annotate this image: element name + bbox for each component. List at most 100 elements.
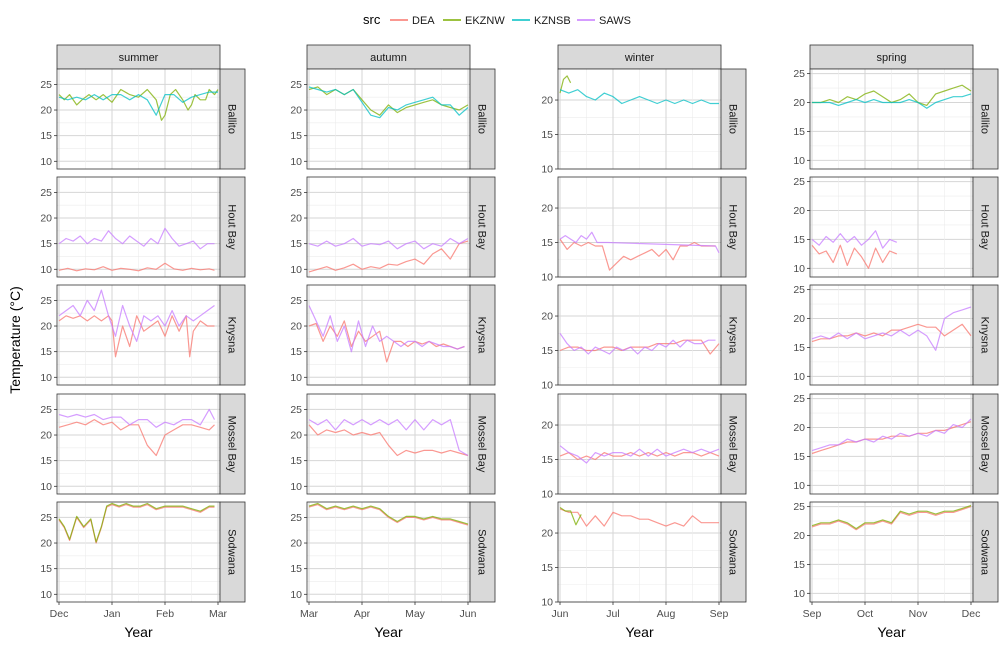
y-tick-label: 15 — [40, 346, 52, 358]
y-tick-label: 10 — [40, 156, 52, 168]
panel-summer-knysna: 10 15 20 25 Knysna — [40, 284, 246, 386]
strip-knysna — [469, 284, 496, 386]
strip-label-mossel-bay: Mossel Bay — [226, 416, 238, 473]
y-tick-label: 10 — [793, 263, 805, 275]
y-tick-label: 10 — [541, 164, 553, 176]
panel-winter-mossel-bay: 10 15 20 Mossel Bay — [541, 393, 747, 501]
x-tick-label: Dec — [50, 608, 69, 620]
strip-label-knysna: Knysna — [727, 317, 739, 355]
y-tick-label: 15 — [793, 234, 805, 246]
y-tick-label: 10 — [793, 155, 805, 167]
panel-summer-sodwana: 10 15 20 25 Sodwana Dec Jan Feb Mar — [40, 501, 246, 620]
series-autumn-sodwana-dea — [308, 504, 469, 526]
strip-hout-bay — [469, 176, 496, 278]
strip-sodwana — [720, 501, 747, 603]
strip-label-ballito: Ballito — [979, 104, 991, 134]
y-tick-label: 20 — [40, 321, 52, 333]
strip-mossel-bay — [469, 393, 496, 495]
y-tick-label: 15 — [290, 563, 302, 575]
y-tick-label: 25 — [290, 79, 302, 91]
series-summer-sodwana-ekznw — [58, 502, 215, 543]
y-tick-label: 10 — [290, 156, 302, 168]
panel-autumn-mossel-bay: 10 15 20 25 Mossel Bay — [290, 393, 496, 495]
series-summer-hout-bay-saws — [58, 227, 215, 250]
y-tick-label: 10 — [541, 489, 553, 501]
y-tick-label: 20 — [541, 95, 553, 107]
strip-label-sodwana: Sodwana — [476, 529, 488, 576]
y-tick-label: 15 — [40, 130, 52, 142]
strip-mossel-bay — [219, 393, 246, 495]
strip-spring — [809, 44, 974, 70]
strip-label-ballito: Ballito — [226, 104, 238, 134]
y-tick-label: 15 — [541, 562, 553, 574]
y-tick-label: 10 — [290, 264, 302, 276]
y-tick-label: 10 — [40, 589, 52, 601]
y-tick-label: 20 — [290, 321, 302, 333]
y-tick-label: 10 — [541, 597, 553, 609]
series-spring-hout-bay-saws — [811, 230, 898, 249]
y-tick-label: 25 — [793, 393, 805, 405]
series-autumn-hout-bay-dea — [308, 240, 469, 273]
y-tick-label: 15 — [290, 130, 302, 142]
strip-label-sodwana: Sodwana — [979, 529, 991, 576]
series-winter-ballito-kznsb — [559, 89, 719, 105]
y-tick-label: 20 — [290, 105, 302, 117]
strip-label-mossel-bay: Mossel Bay — [476, 416, 488, 473]
strip-mossel-bay — [972, 393, 999, 495]
x-tick-label: Apr — [354, 608, 371, 620]
y-tick-label: 20 — [541, 311, 553, 323]
panel-spring-mossel-bay: 10 15 20 25 Mossel Bay — [793, 393, 999, 495]
series-winter-knysna-saws — [559, 332, 716, 355]
series-spring-sodwana-ekznw — [811, 504, 972, 530]
y-tick-label: 25 — [793, 68, 805, 80]
x-tick-label: Feb — [156, 608, 174, 620]
strip-label-mossel-bay: Mossel Bay — [727, 416, 739, 473]
series-winter-sodwana-dea — [559, 508, 719, 527]
legend-label-dea: DEA — [412, 15, 435, 27]
strip-summer — [56, 44, 221, 70]
x-tick-label: Jun — [552, 608, 569, 620]
strip-knysna — [720, 284, 747, 386]
y-tick-label: 10 — [793, 588, 805, 600]
series-summer-knysna-dea — [58, 315, 215, 358]
series-autumn-ballito-kznsb — [308, 86, 469, 119]
y-tick-label: 20 — [40, 105, 52, 117]
x-tick-label: Sep — [803, 608, 822, 620]
x-tick-label: Oct — [857, 608, 873, 620]
series-autumn-hout-bay-saws — [308, 237, 469, 250]
series-summer-ballito-ekznw — [58, 88, 219, 121]
strip-ballito — [972, 68, 999, 170]
x-tick-label: Dec — [962, 608, 981, 620]
panel-winter-sodwana: 10 15 20 Sodwana Jun Jul Aug Sep — [541, 501, 747, 620]
strip-label-hout-bay: Hout Bay — [727, 204, 739, 250]
y-tick-label: 15 — [290, 346, 302, 358]
series-autumn-mossel-bay-dea — [308, 424, 469, 457]
series-spring-sodwana-dea — [811, 506, 972, 531]
x-tick-label: Sep — [710, 608, 729, 620]
panel-winter-ballito: 10 15 20 Ballito — [541, 68, 747, 176]
y-tick-label: 20 — [40, 213, 52, 225]
y-tick-label: 25 — [40, 187, 52, 199]
y-tick-label: 15 — [541, 129, 553, 141]
x-tick-label: Mar — [300, 608, 319, 620]
y-tick-label: 10 — [40, 481, 52, 493]
strip-hout-bay — [219, 176, 246, 278]
panel-spring-ballito: 10 15 20 25 Ballito — [793, 68, 999, 170]
strip-label-sodwana: Sodwana — [226, 529, 238, 576]
strip-label-ballito: Ballito — [727, 104, 739, 134]
strip-sodwana — [469, 501, 496, 603]
series-autumn-mossel-bay-saws — [308, 419, 469, 457]
y-axis-title: Temperature (°C) — [7, 286, 23, 394]
strip-ballito — [219, 68, 246, 170]
panel-summer-hout-bay: 10 15 20 25 Hout Bay — [40, 176, 246, 278]
series-winter-mossel-bay-saws — [559, 445, 720, 464]
series-summer-ballito-kznsb — [58, 91, 218, 116]
series-spring-knysna-saws — [811, 306, 972, 351]
strip-label-spring: spring — [877, 52, 907, 64]
y-tick-label: 15 — [541, 454, 553, 466]
series-autumn-knysna-saws — [308, 305, 465, 353]
y-tick-label: 25 — [290, 512, 302, 524]
legend-label-kznsb: KZNSB — [534, 15, 571, 27]
y-tick-label: 25 — [40, 295, 52, 307]
